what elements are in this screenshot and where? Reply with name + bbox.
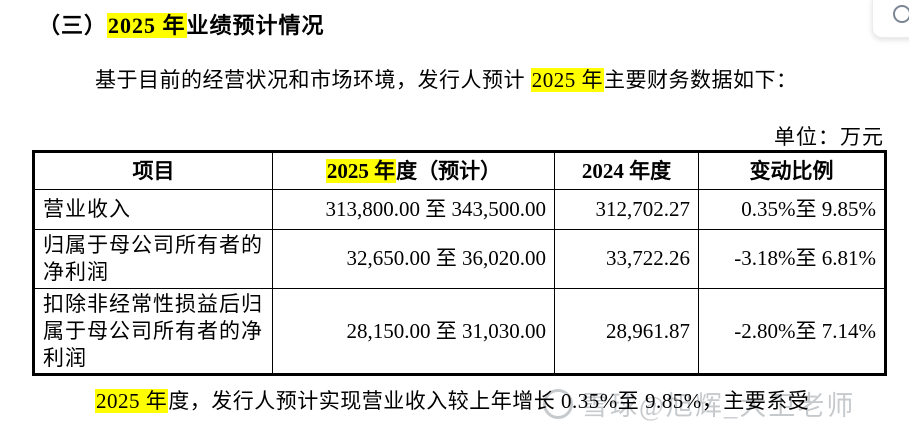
intro-after: 主要财务数据如下： bbox=[604, 68, 798, 92]
row-change-value: -2.80%至 7.14% bbox=[698, 287, 886, 376]
row-change-value: -3.18%至 6.81% bbox=[698, 229, 886, 289]
xueqiu-logo-icon bbox=[543, 388, 573, 419]
intro-before: 基于目前的经营状况和市场环境，发行人预计 bbox=[95, 68, 531, 92]
footer-paragraph: 2025 年度，发行人预计实现营业收入较上年增长 0.35%至 9.85%，主要… bbox=[95, 385, 909, 415]
floating-action-card[interactable] bbox=[872, 0, 909, 38]
footer-year-highlight: 2025 年 bbox=[95, 389, 169, 413]
intro-year-highlight: 2025 年 bbox=[530, 68, 604, 92]
watermark-text: 雪球@旭辉_大卫老师 bbox=[581, 391, 856, 421]
unit-label: 单位：万元 bbox=[774, 125, 884, 149]
row-item-label: 营业收入 bbox=[33, 189, 273, 230]
table-row: 扣除非经常性损益后归属于母公司所有者的净利润 28,150.00 至 31,03… bbox=[33, 287, 886, 376]
header-2024: 2024 年度 bbox=[554, 151, 699, 190]
section-title-prefix: （三） bbox=[38, 13, 108, 38]
forecast-table: 项目 2025 年度（预计） 2024 年度 变动比例 营业收入 313,800… bbox=[32, 150, 887, 377]
section-title-suffix: 业绩预计情况 bbox=[186, 13, 325, 38]
row-item-label: 归属于母公司所有者的净利润 bbox=[33, 229, 273, 289]
header-year-highlight: 2025 年 bbox=[325, 158, 397, 183]
row-2024-value: 28,961.87 bbox=[554, 287, 699, 376]
row-2024-value: 33,722.26 bbox=[554, 229, 699, 289]
row-forecast-value: 32,650.00 至 36,020.00 bbox=[272, 229, 555, 289]
table-row: 营业收入 313,800.00 至 343,500.00 312,702.27 … bbox=[33, 189, 886, 230]
row-item-label: 扣除非经常性损益后归属于母公司所有者的净利润 bbox=[33, 287, 273, 376]
table-header-row: 项目 2025 年度（预计） 2024 年度 变动比例 bbox=[33, 151, 886, 190]
header-item: 项目 bbox=[33, 151, 273, 190]
row-forecast-value: 313,800.00 至 343,500.00 bbox=[272, 189, 555, 230]
row-forecast-value: 28,150.00 至 31,030.00 bbox=[272, 287, 555, 376]
circle-button-icon[interactable] bbox=[893, 5, 909, 23]
section-title: （三）2025 年业绩预计情况 bbox=[38, 8, 325, 40]
row-change-value: 0.35%至 9.85% bbox=[698, 189, 886, 230]
header-change-ratio: 变动比例 bbox=[698, 151, 886, 190]
xueqiu-watermark: 雪球@旭辉_大卫老师 bbox=[543, 384, 855, 423]
header-2025-forecast: 2025 年度（预计） bbox=[272, 151, 555, 190]
title-year-highlight: 2025 年 bbox=[107, 13, 187, 38]
intro-paragraph: 基于目前的经营状况和市场环境，发行人预计 2025 年主要财务数据如下： bbox=[95, 64, 895, 94]
row-2024-value: 312,702.27 bbox=[554, 189, 699, 230]
footer-text: 度，发行人预计实现营业收入较上年增长 0.35%至 9.85%，主要系受 bbox=[168, 389, 810, 413]
table-row: 归属于母公司所有者的净利润 32,650.00 至 36,020.00 33,7… bbox=[33, 229, 886, 289]
